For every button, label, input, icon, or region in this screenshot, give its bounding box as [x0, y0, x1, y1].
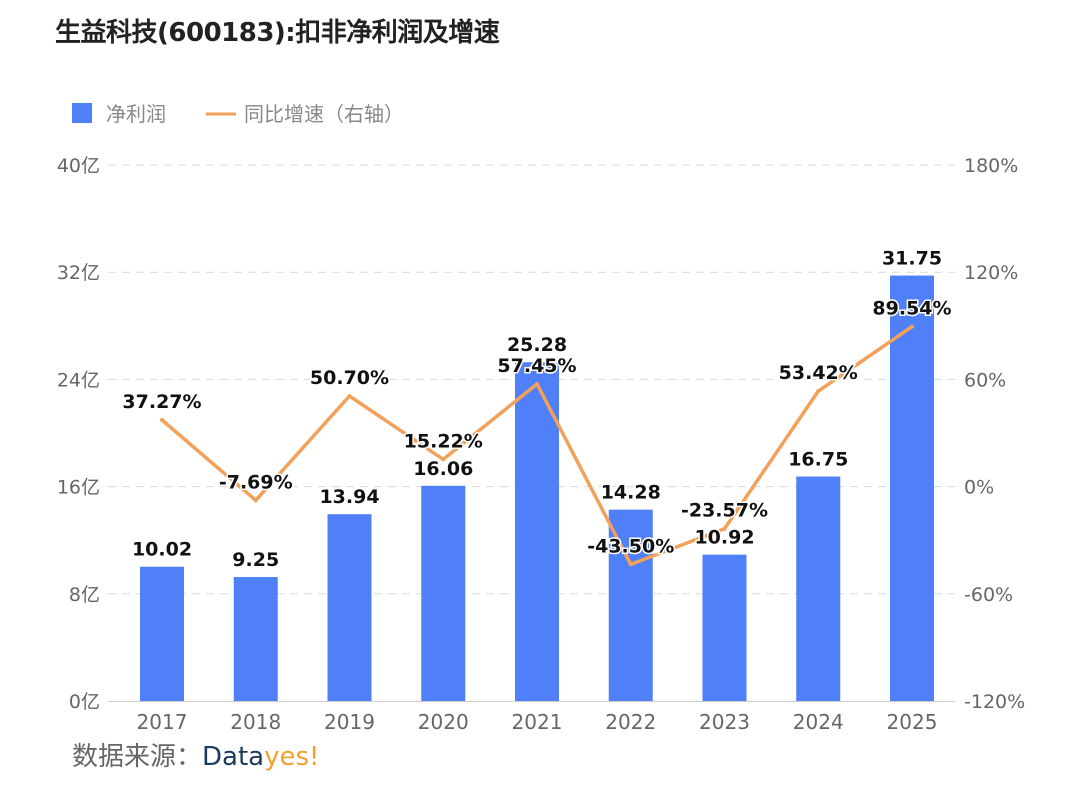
y-left-tick-label: 32亿	[57, 262, 100, 284]
growth-point-2019	[347, 394, 352, 399]
y-right-tick-label: 0%	[964, 477, 994, 499]
x-tick-label: 2017	[137, 710, 188, 734]
labels-layer: 10.02 9.25 13.94 16.06 25.28 14.28 10.92 16.75 3…	[121, 246, 953, 573]
growth-point-2021	[535, 381, 539, 386]
bar-2018	[233, 577, 278, 701]
growth-point-2020	[441, 457, 446, 462]
legend-bar-label: 净利润	[106, 102, 166, 126]
bar-value-label: 9.25	[232, 549, 279, 571]
bar-value-label: 16.06	[413, 458, 473, 480]
bar-2019	[327, 514, 372, 701]
growth-value-label: -23.57%	[681, 500, 768, 522]
legend-line-label: 同比增速（右轴）	[244, 102, 404, 126]
growth-point-2017	[160, 418, 164, 423]
y-right-tick-label: 60%	[964, 369, 1006, 391]
x-tick-label: 2025	[887, 710, 938, 734]
bar-value-label: 31.75	[882, 248, 942, 270]
bar-2021	[515, 362, 559, 701]
y-right-tick-label: 180%	[964, 155, 1018, 177]
y-left-tick-label: 40亿	[57, 155, 100, 177]
bar-2025	[890, 275, 934, 701]
axes-layer: 0亿 8亿 16亿 24亿 32亿 40亿 -120% -60% 0% 60% 120% 180% 20…	[57, 155, 1025, 734]
bar-value-label: 16.75	[788, 449, 848, 471]
chart-title: 生益科技(600183):扣非净利润及增速	[55, 18, 500, 48]
growth-value-label: -7.69%	[219, 471, 293, 493]
source-brand-part2: yes!	[264, 742, 320, 772]
legend-bar-swatch	[72, 103, 92, 123]
x-tick-label: 2019	[324, 710, 375, 734]
bar-value-label: 10.02	[132, 539, 192, 561]
x-tick-label: 2022	[605, 710, 656, 734]
x-tick-label: 2021	[512, 710, 563, 734]
x-tick-label: 2023	[699, 710, 750, 734]
bar-2024	[796, 476, 841, 701]
growth-point-2023	[722, 526, 727, 531]
x-tick-label: 2018	[230, 710, 281, 734]
bar-2022	[608, 509, 653, 701]
bar-value-label: 10.92	[694, 527, 754, 549]
y-left-tick-label: 16亿	[57, 477, 100, 499]
bar-2017	[140, 566, 184, 701]
growth-value-label: -43.50%	[587, 535, 674, 557]
y-left-tick-label: 24亿	[57, 369, 100, 391]
growth-point-2024	[816, 389, 821, 394]
bar-value-label: 14.28	[601, 482, 661, 504]
legend: 净利润 同比增速（右轴）	[72, 102, 404, 126]
x-tick-label: 2024	[793, 710, 844, 734]
growth-value-label: 37.27%	[122, 391, 201, 413]
line-layer	[160, 324, 914, 567]
y-left-tick-label: 8亿	[69, 584, 100, 606]
growth-value-label: 57.45%	[497, 355, 576, 377]
bar-value-label: 13.94	[319, 486, 379, 508]
bar-value-label: 25.28	[507, 334, 567, 356]
data-source: 数据来源：Datayes!	[72, 736, 319, 773]
y-right-tick-label: 120%	[964, 262, 1018, 284]
growth-value-label: 15.22%	[404, 430, 483, 452]
growth-point-2025	[910, 324, 914, 329]
bar-2020	[421, 485, 466, 701]
source-brand-part1: Data	[202, 742, 265, 772]
growth-point-2018	[253, 498, 258, 503]
y-left-tick-label: 0亿	[69, 691, 100, 713]
growth-value-label: 53.42%	[779, 362, 858, 384]
source-label: 数据来源：	[72, 742, 203, 772]
growth-point-2022	[628, 562, 633, 567]
growth-value-label: 50.70%	[310, 367, 389, 389]
y-right-tick-label: -60%	[964, 584, 1013, 606]
growth-value-label: 89.54%	[872, 298, 951, 320]
y-right-tick-label: -120%	[964, 691, 1025, 713]
x-tick-label: 2020	[418, 710, 469, 734]
bars-layer	[140, 275, 934, 701]
bar-2023	[702, 554, 747, 701]
